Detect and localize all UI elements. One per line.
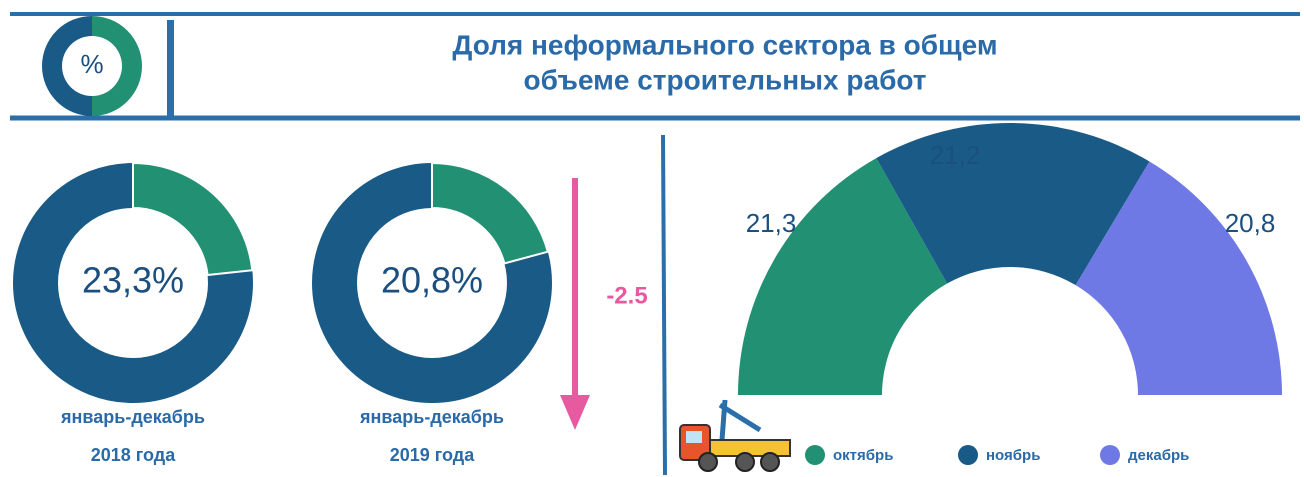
legend-label: октябрь <box>833 447 893 464</box>
half-donut-segment <box>738 158 948 395</box>
donut-center-label: 23,3% <box>82 260 184 301</box>
percent-icon: % <box>42 16 142 116</box>
donut-center-label: 20,8% <box>381 260 483 301</box>
wheel <box>760 452 780 472</box>
section-divider <box>661 134 667 476</box>
truck-window <box>686 431 702 443</box>
truck-icon <box>679 399 791 472</box>
donut-segment <box>132 161 254 277</box>
legend-swatch <box>805 445 825 465</box>
legend-label: декабрь <box>1128 447 1189 464</box>
change-label: -2.5 <box>606 282 647 309</box>
legend-swatch <box>1100 445 1120 465</box>
icon-label: % <box>80 49 103 79</box>
segment-value-label: 21,2 <box>930 140 981 170</box>
donut-caption: 2018 года <box>91 445 176 465</box>
segment-value-label: 21,3 <box>746 208 797 238</box>
change-arrow <box>560 178 590 430</box>
crane-arm <box>718 399 762 441</box>
segment-value-label: 20,8 <box>1225 208 1276 238</box>
arrow-head <box>560 395 590 430</box>
title: Доля неформального сектора в общем <box>452 29 997 60</box>
half-donut-segment <box>1075 161 1282 395</box>
donut-caption: 2019 года <box>390 445 475 465</box>
title: объеме строительных работ <box>524 64 927 95</box>
legend-label: ноябрь <box>986 447 1040 464</box>
icon-hole <box>62 36 122 96</box>
donut-caption: январь-декабрь <box>359 407 504 427</box>
donut-segment <box>431 161 550 265</box>
donut-caption: январь-декабрь <box>60 407 205 427</box>
legend-swatch <box>958 445 978 465</box>
header-divider <box>167 20 174 116</box>
wheel <box>735 452 755 472</box>
wheel <box>698 452 718 472</box>
half-donut-segment <box>876 123 1150 286</box>
